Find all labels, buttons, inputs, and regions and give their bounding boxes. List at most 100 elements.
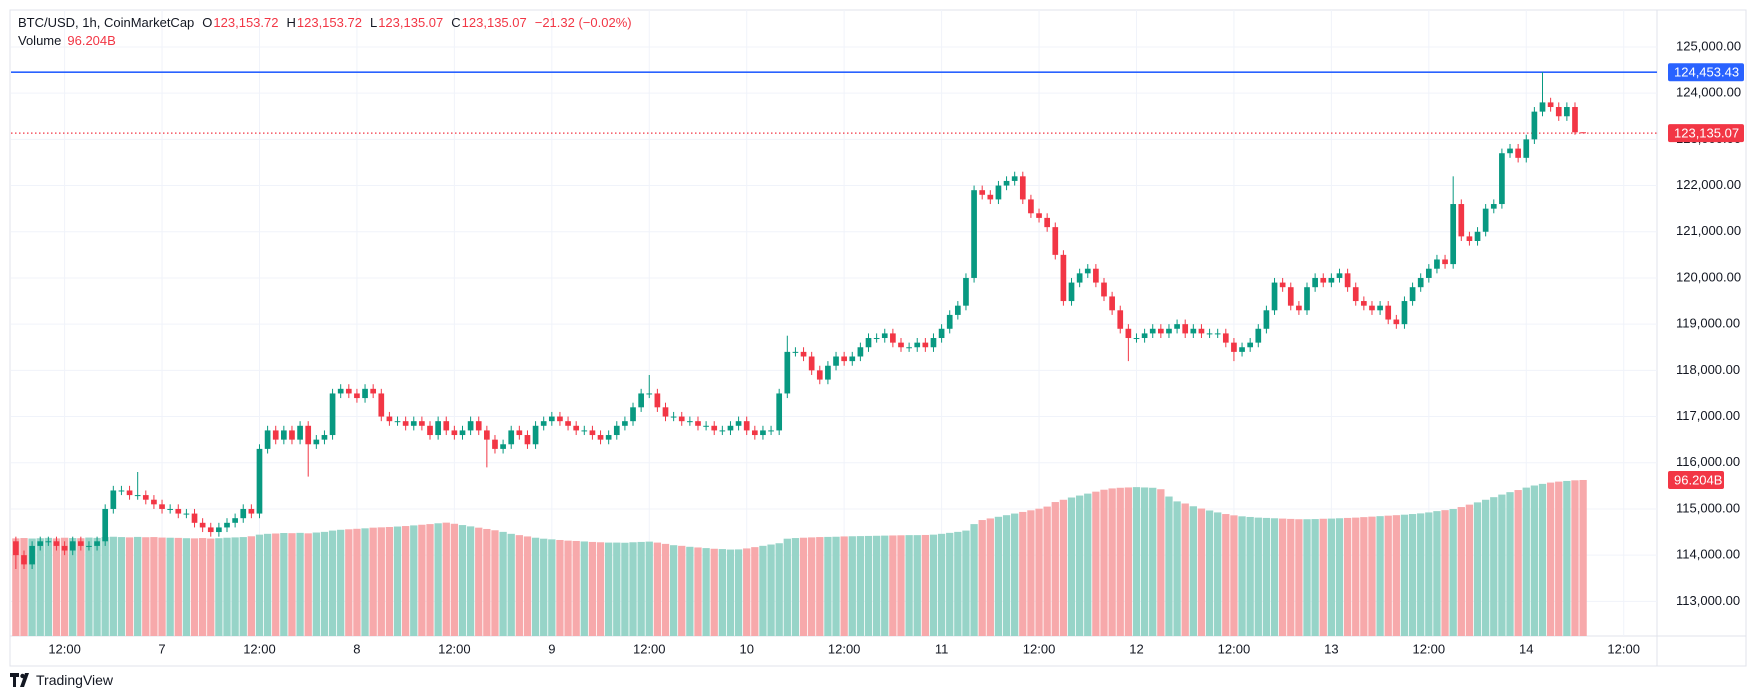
candle-body [500,444,506,449]
y-tick-label: 124,000.00 [1676,85,1741,100]
candle-body [1466,236,1473,241]
price-badge-label: 123,135.07 [1674,126,1739,141]
volume-bar [1530,485,1539,636]
volume-bar [1205,510,1214,636]
candle-body [1231,342,1237,352]
volume-bar [499,531,507,636]
volume-bar [1473,502,1482,636]
candle-body [1352,287,1359,302]
volume-bar [377,527,385,636]
candle-body [272,430,279,440]
candle-body [21,555,27,565]
candle-body [1255,328,1262,343]
y-tick-label: 113,000.00 [1676,593,1740,608]
volume-badge-label: 96.204B [1674,472,1722,487]
candle-body [281,430,287,440]
x-tick-label: 13 [1324,641,1338,656]
volume-bar [808,537,816,636]
y-tick-label: 122,000.00 [1676,177,1741,192]
price-badge [1668,63,1744,82]
volume-bar [1441,510,1449,636]
candle-body [703,425,709,427]
candle-body [1377,305,1383,311]
volume-bar [1059,499,1068,636]
volume-bar [946,532,954,636]
candle-body [784,351,791,394]
candle-body [695,421,701,426]
volume-bar [897,535,905,636]
candle-body [898,342,904,348]
y-tick-label: 118,000.00 [1676,362,1740,377]
candle-body [451,430,458,436]
candle-body [1263,310,1270,329]
volume-bar [1311,519,1319,636]
candle-body [1564,107,1570,117]
candle-body [841,356,847,362]
candle-body [199,522,206,528]
volume-bar [1546,482,1555,636]
volume-bar [401,526,410,636]
candle-body [1490,204,1497,209]
volume-bar [702,548,710,636]
volume-bar [937,533,946,636]
volume-bar [125,537,134,636]
candle-body [1036,213,1042,218]
volume-bar [158,537,166,636]
candle-body [1499,153,1505,205]
candle-body [792,351,799,353]
volume-bar [361,528,369,636]
volume-bar [1335,518,1344,636]
candle-body [232,518,238,523]
candle-body [857,347,864,357]
candle-body [865,338,872,348]
field-value: 123,153.72 [296,15,362,30]
volume-bar [1116,487,1124,636]
candles [13,72,1586,570]
candle-body [873,338,880,340]
candle-body [435,421,441,436]
candle-body [1052,227,1059,255]
volume-bar [507,533,515,636]
candle-body [354,393,360,399]
volume-bar [1327,518,1336,636]
volume-bar [645,541,653,636]
candle-body [1190,328,1197,334]
volume-bar [410,525,418,636]
volume-bar [1522,487,1530,636]
candle-body [1287,287,1294,306]
field-key: C [451,15,461,30]
candle-body [45,541,52,543]
volume-bar [109,536,117,636]
candle-body [581,430,588,432]
x-tick-label: 12:00 [243,641,276,656]
candle-body [151,499,157,505]
candle-body [167,508,174,510]
volume-bar [580,541,588,636]
volume-bar [272,533,280,636]
volume-bar [669,545,678,636]
volume-bar [954,531,962,636]
volume-bar [255,534,264,636]
candle-body [914,342,921,348]
candle-body [589,430,596,436]
volume-bar [337,529,345,636]
volume-bar [832,536,840,636]
volume-bar [1075,495,1084,636]
volume-bar [1262,517,1271,636]
branding[interactable]: TradingView [10,672,113,688]
change: −21.32 (−0.02%) [534,15,632,30]
volume-bar [280,533,288,636]
volume-bar [572,540,580,636]
volume-bar [1303,519,1311,636]
volume-bar [345,529,353,636]
volume-bar [442,522,450,636]
volume-bar [1132,487,1141,636]
volume-bar [605,542,613,636]
y-tick-label: 117,000.00 [1676,408,1740,423]
volume-bar [20,538,28,636]
candle-body [646,393,653,395]
volume-bar [1343,517,1352,636]
candle-body [1417,277,1424,288]
volume-bar [1408,514,1417,636]
candle-body [548,416,555,422]
